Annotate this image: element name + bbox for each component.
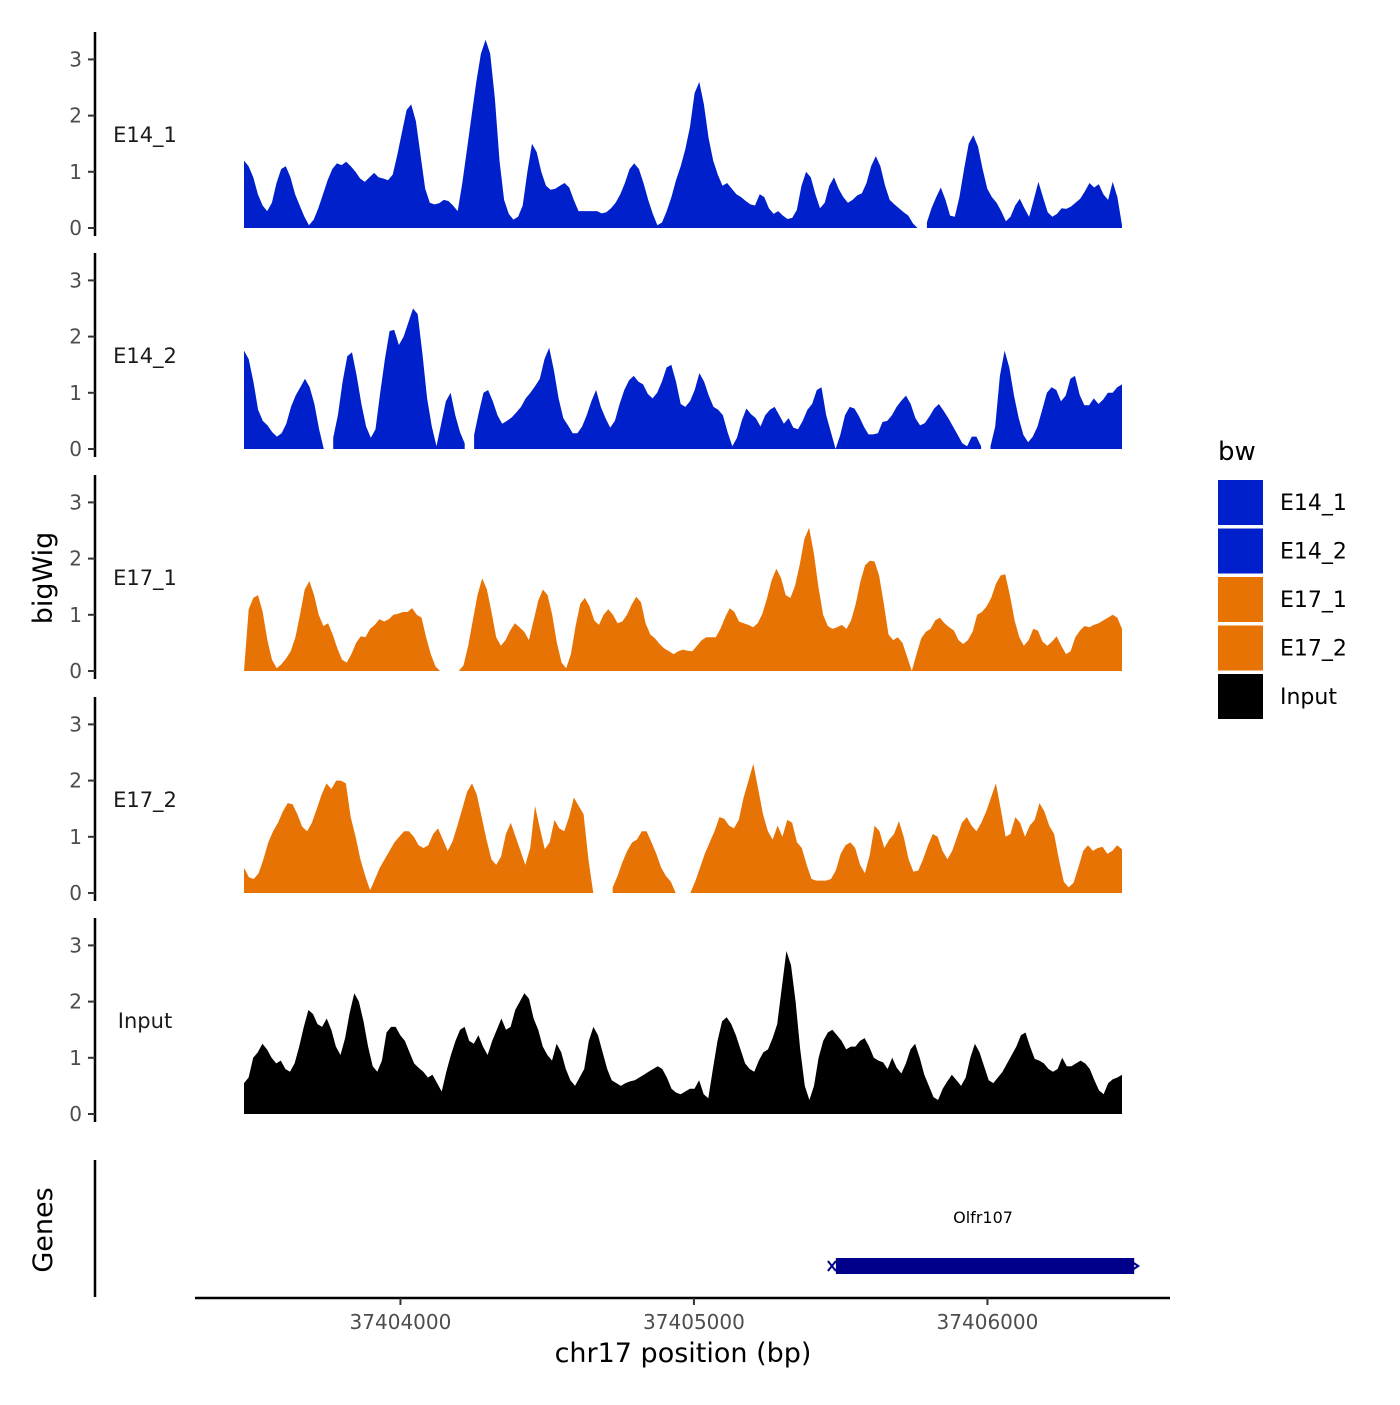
y-tick-label: 2: [69, 990, 82, 1014]
x-tick-label: 37404000: [350, 1310, 452, 1334]
legend-label: E17_1: [1280, 588, 1347, 613]
track-label: E14_1: [113, 123, 177, 148]
legend-swatch: [1218, 577, 1263, 622]
x-axis: 37404000 37405000 37406000: [195, 1296, 1170, 1334]
genes-axis-title: Genes: [28, 1187, 59, 1272]
y-tick-label: 1: [69, 381, 82, 405]
signal-area: [244, 951, 1122, 1114]
x-tick-label: 37406000: [937, 1310, 1039, 1334]
y-tick-label: 2: [69, 325, 82, 349]
track-label: E17_2: [113, 788, 177, 813]
y-tick-label: 0: [69, 437, 82, 461]
y-axis-title: bigWig: [28, 532, 59, 625]
legend-swatch: [1218, 480, 1263, 525]
x-axis-title: chr17 position (bp): [555, 1338, 812, 1369]
track-label: E17_1: [113, 566, 177, 591]
signal-area: [244, 780, 594, 893]
y-tick-label: 2: [69, 769, 82, 793]
y-tick-label: 1: [69, 825, 82, 849]
y-tick-label: 0: [69, 216, 82, 240]
y-tick-label: 3: [69, 712, 82, 736]
tracks-layer: 0 1 2 3 E14_1 0 1 2 3 E14_2 0 1 2 3 E17_1 0 1 2 3 E17_2 0 1 2 3…: [69, 32, 1122, 1126]
signal-area: [244, 350, 324, 449]
y-tick-label: 3: [69, 490, 82, 514]
track-label: Input: [118, 1009, 172, 1033]
legend-swatch: [1218, 674, 1263, 719]
y-tick-label: 2: [69, 547, 82, 571]
legend-swatch: [1218, 625, 1263, 671]
legend-entry: E17_2: [1218, 625, 1347, 671]
genes-track: Olfr107: [93, 1160, 1141, 1297]
legend-label: Input: [1280, 685, 1337, 710]
track-e14-1: 0 1 2 3 E14_1: [69, 32, 1122, 240]
legend-entry: E14_2: [1218, 528, 1347, 574]
signal-area: [926, 135, 1122, 228]
signal-area: [458, 527, 1122, 671]
legend-swatch: [1218, 528, 1263, 574]
gene-label: Olfr107: [953, 1208, 1013, 1227]
signal-area: [690, 763, 1122, 893]
legend-entry: E14_1: [1218, 480, 1347, 525]
gene-olfr107: Olfr107: [827, 1208, 1141, 1274]
y-tick-label: 3: [69, 933, 82, 957]
y-tick-label: 0: [69, 881, 82, 905]
y-tick-label: 1: [69, 160, 82, 184]
signal-area: [612, 831, 676, 893]
legend: bw E14_1 E14_2 E17_1 E17_2 Input: [1218, 437, 1347, 719]
legend-label: E14_2: [1280, 540, 1347, 565]
track-e17-2: 0 1 2 3 E17_2: [69, 697, 1122, 905]
signal-area: [474, 347, 982, 449]
y-tick-label: 2: [69, 104, 82, 128]
legend-title: bw: [1218, 437, 1256, 467]
gene-body: [835, 1258, 1135, 1274]
x-tick-label: 37405000: [643, 1310, 745, 1334]
signal-area: [244, 581, 441, 671]
legend-entry: E17_1: [1218, 577, 1347, 622]
y-tick-label: 1: [69, 1046, 82, 1070]
gene-strand-marker: [827, 1260, 837, 1272]
legend-label: E14_1: [1280, 491, 1347, 516]
track-label: E14_2: [113, 344, 177, 369]
track-e17-1: 0 1 2 3 E17_1: [69, 475, 1122, 683]
y-tick-label: 3: [69, 268, 82, 292]
track-input: 0 1 2 3 Input: [69, 918, 1122, 1126]
gene-end-marker: [1131, 1261, 1141, 1271]
signal-area: [244, 39, 918, 229]
signal-area: [990, 350, 1122, 449]
y-tick-label: 1: [69, 603, 82, 627]
signal-area: [333, 308, 465, 449]
legend-entry: Input: [1218, 674, 1337, 719]
track-e14-2: 0 1 2 3 E14_2: [69, 253, 1122, 461]
y-tick-label: 0: [69, 659, 82, 683]
y-tick-label: 3: [69, 47, 82, 71]
y-tick-label: 0: [69, 1102, 82, 1126]
legend-label: E17_2: [1280, 637, 1347, 662]
